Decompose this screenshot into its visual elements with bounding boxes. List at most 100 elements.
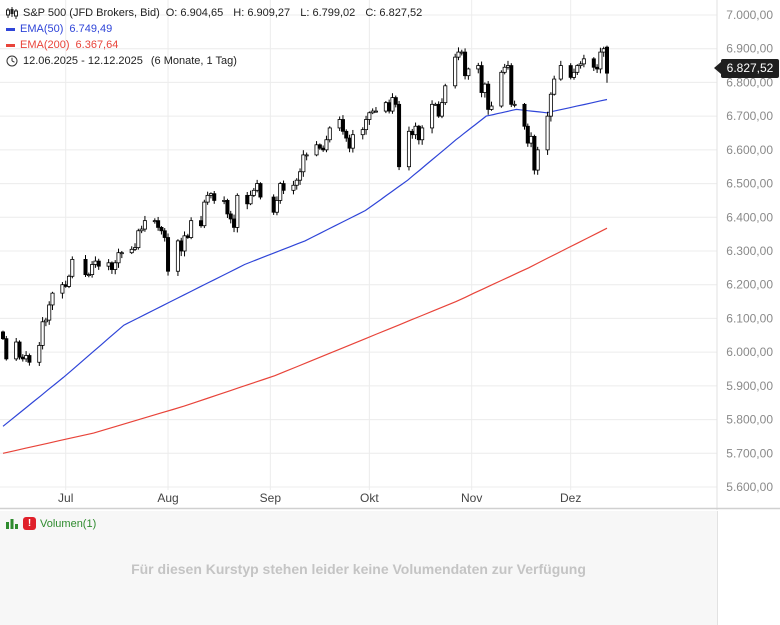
candle-body xyxy=(24,355,29,360)
candle-body xyxy=(113,262,118,270)
candle-body xyxy=(93,260,98,265)
volume-pane[interactable]: ! Volumen(1) Für diesen Kurstyp stehen l… xyxy=(0,511,717,625)
candle xyxy=(476,62,481,74)
candle xyxy=(433,102,438,106)
candle xyxy=(129,246,134,255)
candle xyxy=(90,261,95,278)
candle-body xyxy=(367,112,372,120)
candle-body xyxy=(0,331,6,340)
candle-body xyxy=(324,139,329,151)
candle xyxy=(179,237,184,257)
candle-body xyxy=(156,220,161,228)
warning-icon[interactable]: ! xyxy=(23,517,36,530)
y-tick-label: 7.000,00 xyxy=(726,8,773,22)
candle-body xyxy=(413,125,418,136)
chart-legend: S&P 500 (JFD Brokers, Bid) O: 6.904,65 H… xyxy=(6,5,429,69)
y-tick-label: 6.500,00 xyxy=(726,177,773,191)
candle xyxy=(17,340,22,360)
bar-chart-icon[interactable] xyxy=(6,518,18,529)
candle-body xyxy=(298,171,303,181)
candle xyxy=(568,63,573,80)
candle-body xyxy=(436,103,441,117)
candle xyxy=(360,127,365,140)
candle xyxy=(420,125,425,145)
ema200-label: EMA(200) xyxy=(20,39,70,51)
candle xyxy=(416,124,421,145)
candle xyxy=(482,82,487,98)
candle-body xyxy=(251,189,256,196)
price-chart[interactable]: 7.000,00 6.900,00 6.800,00 6.700,00 6.600,00… xyxy=(0,0,780,510)
candle xyxy=(337,116,342,131)
candle-body xyxy=(278,183,283,201)
candle-body xyxy=(373,110,378,113)
candle-body xyxy=(136,230,141,249)
candle xyxy=(598,47,603,74)
x-tick-label: Sep xyxy=(260,491,282,505)
legend-range-row[interactable]: 12.06.2025 - 12.12.2025 (6 Monate, 1 Tag… xyxy=(6,53,429,69)
ema50-value: 6.749,49 xyxy=(69,23,113,35)
candle-body xyxy=(314,144,319,156)
volume-title[interactable]: Volumen(1) xyxy=(40,517,97,530)
y-tick-label: 5.700,00 xyxy=(726,446,773,460)
candle-body xyxy=(601,48,606,53)
candle-body xyxy=(248,194,253,205)
candle xyxy=(397,100,402,171)
candle xyxy=(0,330,6,341)
candle-body xyxy=(222,200,227,202)
candle-body xyxy=(86,274,91,277)
ema50-layer xyxy=(2,98,608,427)
candle-body xyxy=(489,105,494,110)
candle-body xyxy=(301,154,306,173)
candle-body xyxy=(166,237,171,272)
legend-ema50-row[interactable]: EMA(50) 6.749,49 xyxy=(6,21,429,37)
candle xyxy=(60,282,65,299)
candle xyxy=(175,239,180,276)
y-tick-label: 6.400,00 xyxy=(726,210,773,224)
candle-body xyxy=(291,184,296,191)
candle xyxy=(202,199,207,229)
candle-body xyxy=(205,194,210,203)
candle xyxy=(532,134,537,175)
candle-body xyxy=(271,196,276,213)
candle-body xyxy=(350,134,355,149)
close-value: C: 6.827,52 xyxy=(365,7,423,19)
legend-ema200-row[interactable]: EMA(200) 6.367,64 xyxy=(6,37,429,53)
candle-body xyxy=(575,65,580,73)
candle xyxy=(139,225,144,234)
candle xyxy=(387,99,392,114)
candle xyxy=(370,108,375,115)
candle-body xyxy=(453,56,458,87)
candle-body xyxy=(228,213,233,220)
candle-body xyxy=(548,93,553,117)
candle-body xyxy=(70,259,75,277)
candle xyxy=(225,198,230,218)
candle-body xyxy=(479,65,484,93)
candle-body xyxy=(571,71,576,78)
candle xyxy=(142,215,147,232)
candle xyxy=(83,255,88,277)
grid-vertical xyxy=(65,0,572,490)
candle-body xyxy=(27,355,32,363)
candle-body xyxy=(502,66,507,73)
candle-body xyxy=(406,130,411,168)
candle-body xyxy=(109,262,114,270)
candle xyxy=(571,68,576,80)
candle xyxy=(304,152,309,161)
candle-body xyxy=(482,83,487,93)
candle-body xyxy=(208,193,213,196)
candle-body xyxy=(337,119,342,129)
candle xyxy=(116,248,121,268)
candle xyxy=(443,83,448,106)
candle-body xyxy=(347,137,352,149)
candle xyxy=(439,98,444,119)
candle xyxy=(47,301,52,325)
candle xyxy=(552,75,557,96)
candle xyxy=(535,146,540,175)
candle xyxy=(14,337,19,361)
candle xyxy=(410,128,415,139)
candle xyxy=(278,181,283,204)
candle xyxy=(152,218,157,224)
candlestick-chart-icon[interactable] xyxy=(6,7,18,19)
candle-body xyxy=(321,147,326,151)
candle xyxy=(321,145,326,152)
